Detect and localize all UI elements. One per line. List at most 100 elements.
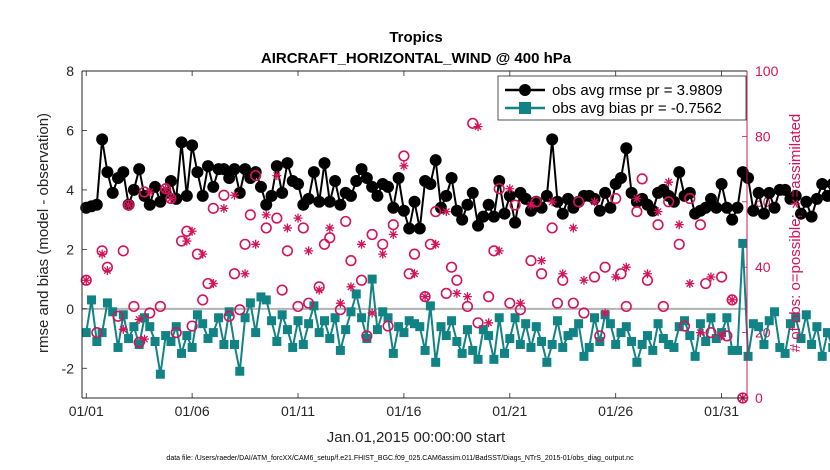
rmse-point	[334, 198, 347, 211]
obs-possible-point	[493, 183, 505, 195]
bias-point	[192, 310, 202, 320]
obs-assimilated-point	[229, 190, 239, 200]
bias-point	[415, 322, 425, 332]
obs-possible-point	[324, 232, 336, 244]
rmse-point	[821, 189, 830, 202]
bias-point	[563, 331, 573, 341]
bias-point	[574, 319, 584, 329]
bias-point	[478, 325, 488, 335]
obs-possible-point	[345, 255, 357, 267]
obs-possible-point	[445, 261, 458, 273]
obs-assimilated-point	[410, 269, 419, 279]
obs-possible-point	[144, 307, 156, 319]
bias-point	[738, 238, 748, 248]
obs-possible-point	[112, 310, 124, 322]
obs-possible-point	[636, 173, 648, 185]
y-tick-label: 0	[66, 301, 74, 317]
bias-point	[521, 319, 531, 329]
obs-possible-point	[377, 238, 389, 250]
obs-possible-point	[461, 300, 474, 313]
bias-point	[272, 337, 282, 347]
x-tick-label: 01/31	[704, 403, 739, 419]
obs-possible-point	[610, 192, 622, 205]
obs-possible-point	[244, 209, 256, 221]
rmse-point	[599, 186, 612, 199]
bias-point	[420, 345, 430, 355]
rmse-point	[228, 163, 241, 176]
bias-point	[155, 369, 165, 379]
obs-possible-point	[228, 268, 241, 280]
obs-possible-point	[398, 150, 410, 162]
bias-point	[754, 322, 764, 332]
bias-point	[113, 342, 123, 352]
rmse-point	[360, 172, 373, 185]
bias-point	[351, 289, 361, 299]
obs-assimilated-point	[547, 197, 557, 207]
x-tick-label: 01/01	[69, 403, 104, 419]
bias-point	[515, 339, 525, 349]
bias-point	[102, 298, 112, 308]
obs-assimilated-point	[182, 236, 192, 246]
bias-point	[267, 316, 277, 326]
bias-point	[632, 357, 642, 367]
obs-possible-point	[170, 327, 182, 339]
obs-possible-point	[652, 219, 664, 231]
bias-point	[357, 313, 367, 323]
obs-assimilated-point	[166, 194, 176, 204]
obs-assimilated-point	[462, 292, 472, 302]
bias-point	[288, 342, 298, 352]
rmse-point	[270, 160, 283, 173]
bias-point	[182, 331, 192, 341]
bias-point	[796, 334, 806, 344]
obs-possible-point	[578, 307, 590, 319]
rmse-point	[413, 222, 426, 235]
obs-possible-point	[154, 300, 166, 313]
rmse-point	[546, 133, 559, 146]
rmse-point	[154, 195, 167, 208]
obs-possible-point	[525, 255, 537, 267]
obs-assimilated-point	[706, 272, 716, 282]
bias-point	[616, 328, 626, 338]
bias-point	[743, 351, 753, 361]
obs-assimilated-point	[420, 292, 430, 302]
obs-assimilated-point	[240, 269, 250, 279]
bias-point	[611, 339, 621, 349]
bias-point	[727, 345, 737, 355]
bias-point	[378, 307, 388, 317]
rmse-point	[408, 195, 421, 208]
obs-possible-point	[673, 238, 685, 250]
obs-possible-point	[694, 219, 707, 231]
bias-point	[134, 339, 144, 349]
bias-point	[791, 313, 801, 323]
rmse-point	[604, 201, 617, 214]
bias-point	[261, 295, 271, 305]
obs-possible-point	[366, 228, 378, 241]
obs-assimilated-point	[367, 308, 377, 318]
obs-assimilated-point	[145, 187, 155, 197]
rmse-point	[276, 186, 289, 199]
x-tick-label: 01/16	[386, 403, 421, 419]
obs-assimilated-point	[727, 295, 737, 305]
rmse-point	[593, 204, 606, 217]
obs-possible-point	[271, 212, 283, 224]
rmse-point	[503, 189, 516, 202]
bias-point	[775, 342, 785, 352]
obs-assimilated-point	[611, 272, 621, 282]
bias-point	[462, 325, 472, 335]
rmse-point	[466, 186, 479, 199]
bias-point	[584, 342, 594, 352]
obs-possible-point	[276, 284, 288, 296]
rmse-point	[810, 192, 823, 205]
y-axis-label: rmse and bias (model - observation)	[35, 113, 52, 353]
obs-assimilated-point	[219, 203, 229, 213]
bias-point	[452, 337, 462, 347]
obs-assimilated-point	[139, 334, 149, 344]
obs-assimilated-point	[335, 298, 345, 308]
bias-point	[695, 319, 705, 329]
obs-assimilated-point	[251, 239, 261, 249]
bias-point	[484, 331, 494, 341]
bias-point	[441, 331, 451, 341]
bias-point	[319, 316, 329, 326]
rmse-point	[768, 201, 781, 214]
rmse-point	[752, 186, 765, 199]
